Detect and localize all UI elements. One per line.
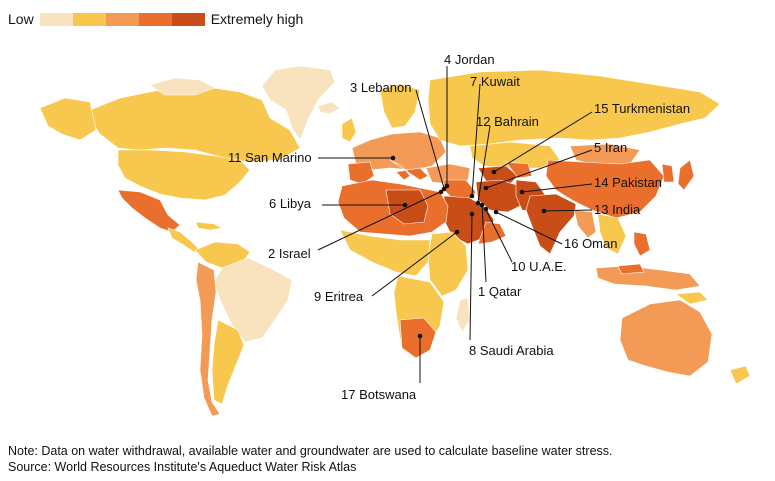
marker-iran xyxy=(483,185,489,191)
region-greenland xyxy=(261,65,336,141)
label-qatar: 1 Qatar xyxy=(478,284,522,299)
source-text: Source: World Resources Institute's Aque… xyxy=(8,460,357,474)
leader-uae xyxy=(485,209,513,263)
label-libya: 6 Libya xyxy=(269,196,312,211)
label-israel: 2 Israel xyxy=(268,246,311,261)
region-scandinavia xyxy=(379,83,421,129)
label-saudi-arabia: 8 Saudi Arabia xyxy=(469,343,554,358)
region-peru-chile xyxy=(195,261,221,417)
region-taiwan-se-china xyxy=(617,263,645,275)
marker-turkmenistan xyxy=(491,169,497,175)
region-china xyxy=(545,159,665,219)
leader-oman xyxy=(495,211,563,245)
footnotes: Note: Data on water withdrawal, availabl… xyxy=(8,443,613,475)
region-indonesia xyxy=(595,265,701,291)
leader-saudi-arabia xyxy=(469,213,473,341)
label-uae: 10 U.A.E. xyxy=(511,259,567,274)
region-argentina xyxy=(211,319,245,405)
label-iran: 5 Iran xyxy=(594,140,627,155)
region-korea-japan xyxy=(661,159,695,191)
label-eritrea: 9 Eritrea xyxy=(314,289,364,304)
region-libya xyxy=(385,189,429,225)
leader-lebanon xyxy=(415,89,445,189)
legend-swatch-3 xyxy=(105,12,139,26)
region-philippines xyxy=(633,231,651,257)
region-iberia xyxy=(347,161,375,185)
marker-jordan xyxy=(444,183,450,189)
label-oman: 16 Oman xyxy=(564,236,617,251)
marker-oman xyxy=(493,209,499,215)
region-west-central-africa xyxy=(339,229,431,277)
region-alaska xyxy=(39,97,97,141)
leader-qatar xyxy=(481,203,487,283)
region-iceland xyxy=(317,101,341,115)
legend-high-label: Extremely high xyxy=(210,11,304,27)
marker-qatar xyxy=(479,202,485,208)
region-central-america xyxy=(167,227,201,253)
region-usa xyxy=(117,149,251,201)
marker-libya xyxy=(402,202,408,208)
label-jordan: 4 Jordan xyxy=(444,52,495,67)
region-east-africa xyxy=(427,231,469,297)
legend-swatches xyxy=(39,12,205,26)
region-uk xyxy=(341,117,357,143)
label-san-marino: 11 San Marino xyxy=(228,150,312,165)
marker-botswana xyxy=(417,333,423,339)
leader-bahrain xyxy=(477,125,491,203)
marker-san-marino xyxy=(390,155,396,161)
region-caribbean xyxy=(195,221,223,231)
landmasses xyxy=(39,65,751,417)
leader-turkmenistan xyxy=(493,111,593,173)
legend-low-label: Low xyxy=(8,11,34,27)
marker-israel xyxy=(438,189,444,195)
legend-swatch-1 xyxy=(39,12,73,26)
leader-eritrea xyxy=(371,231,458,297)
label-botswana: 17 Botswana xyxy=(341,387,417,402)
marker-eritrea xyxy=(454,229,460,235)
region-brazil xyxy=(213,257,293,343)
leader-kuwait xyxy=(471,83,481,197)
region-italy-greece xyxy=(389,159,429,181)
region-india xyxy=(525,193,577,255)
leader-lines xyxy=(317,66,593,383)
label-bahrain: 12 Bahrain xyxy=(476,114,539,129)
label-kuwait: 7 Kuwait xyxy=(470,74,520,89)
label-india: 13 India xyxy=(594,202,641,217)
legend-swatch-2 xyxy=(72,12,106,26)
marker-pakistan xyxy=(519,189,525,195)
region-new-zealand xyxy=(729,365,751,385)
note-text: Note: Data on water withdrawal, availabl… xyxy=(8,444,613,458)
marker-bahrain xyxy=(475,200,481,206)
region-australia xyxy=(619,299,713,377)
region-turkey xyxy=(425,163,471,185)
region-russia xyxy=(427,69,721,147)
region-canada-islands xyxy=(149,77,216,96)
region-madagascar xyxy=(455,297,471,333)
legend: Low Extremely high xyxy=(8,10,303,28)
marker-kuwait xyxy=(469,193,475,199)
leader-pakistan xyxy=(521,183,593,193)
leader-india xyxy=(543,209,593,212)
marker-india xyxy=(541,208,547,214)
region-png xyxy=(675,291,709,305)
region-yemen-oman xyxy=(477,221,507,245)
label-lebanon: 3 Lebanon xyxy=(350,80,411,95)
region-indochina xyxy=(597,213,627,255)
legend-swatch-4 xyxy=(138,12,172,26)
country-labels: 4 Jordan 7 Kuwait 3 Lebanon 12 Bahrain 1… xyxy=(228,52,690,402)
label-turkmenistan: 15 Turkmenistan xyxy=(594,101,690,116)
marker-dots xyxy=(390,155,547,339)
region-botswana-sa xyxy=(399,317,437,359)
legend-swatch-5 xyxy=(171,12,205,26)
leader-iran xyxy=(485,149,593,189)
leader-israel xyxy=(317,191,441,251)
label-pakistan: 14 Pakistan xyxy=(594,175,662,190)
marker-saudi-arabia xyxy=(469,211,475,217)
marker-lebanon xyxy=(441,186,447,192)
marker-uae xyxy=(483,206,489,212)
region-kazakhstan xyxy=(469,141,561,169)
region-bangladesh-myanmar xyxy=(573,209,597,239)
